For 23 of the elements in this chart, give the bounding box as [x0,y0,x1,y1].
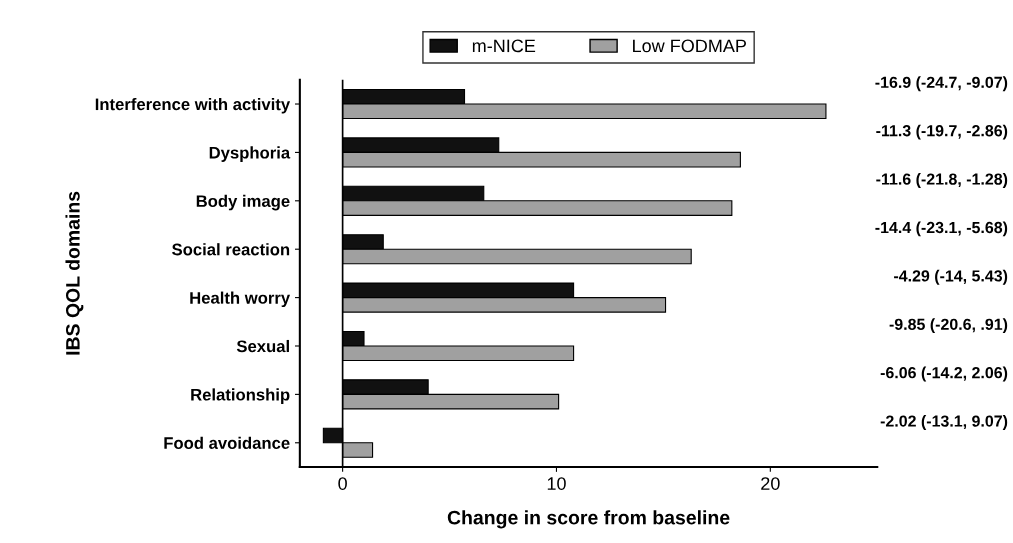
x-tick-label: 20 [761,477,780,490]
y-tick-label: Relationship [191,388,290,404]
x-tick-label: 10 [547,477,566,490]
y-tick-label: Body image [196,194,290,211]
x-tick-label: 0 [338,477,347,490]
annotation: -11.3 (-19.7, -2.86) [876,124,1008,140]
text: -9.85 (-20.6, .91) [889,318,1008,334]
y-axis-title: IBS QOL domains [65,191,84,355]
legend-label: Low FODMAP [633,39,746,53]
legend-label: m-NICE [472,39,536,53]
y-tick-label: Food avoidance [164,436,290,449]
y-tick-label: Dysphoria [209,146,291,162]
text: -6.06 (-14.2, 2.06) [880,366,1008,382]
y-tick-label: Sexual [236,339,289,353]
annotation: -16.9 (-24.7, -9.07) [875,76,1008,92]
text: -4.29 (-14, 5.43) [894,269,1008,285]
annotation: -11.6 (-21.8, -1.28) [876,173,1008,188]
annotation: -14.4 (-23.1, -5.68) [875,221,1008,237]
y-tick-label: Social reaction [172,243,290,256]
y-tick-label: Health worry [190,291,291,308]
x-axis-title: Change in score from baseline [447,510,730,529]
text: -2.02 (-13.1, 9.07) [880,415,1008,430]
y-tick-label: Interference with activity [95,97,291,114]
